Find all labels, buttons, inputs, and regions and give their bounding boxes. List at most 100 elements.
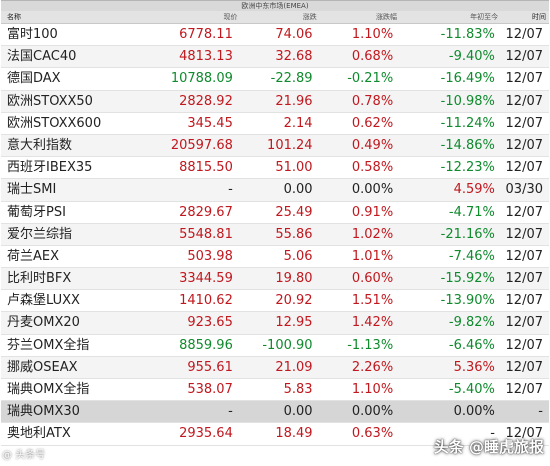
index-change-pct: 1.01%	[351, 248, 394, 264]
index-time: 12/07	[505, 160, 543, 176]
index-price: 923.65	[187, 315, 233, 331]
index-change-pct: 1.10%	[351, 382, 394, 397]
table-row[interactable]: 法国CAC40 4813.13 32.68 0.68% -9.40% 12/07	[1, 46, 549, 69]
index-change: 20.92	[275, 293, 313, 309]
index-change: 5.83	[283, 382, 313, 397]
table-row[interactable]: 芬兰OMX全指 8859.96 -100.90 -1.13% -6.46% 12/07	[1, 335, 549, 357]
table-body: 富时100 6778.11 74.06 1.10% -11.83% 12/07 法国CAC4…	[1, 24, 549, 446]
index-change: 74.06	[275, 27, 313, 42]
index-ytd: -13.90%	[440, 293, 495, 309]
index-time: 12/07	[505, 315, 543, 331]
table-row[interactable]: 奥地利ATX 2935.64 18.49 0.63% -12/07	[1, 423, 549, 446]
index-change-pct: 1.42%	[351, 315, 394, 331]
table-row[interactable]: 欧洲STOXX600 345.45 2.14 0.62% -11.24% 12/07	[1, 113, 549, 135]
index-ytd: -12.23%	[440, 160, 495, 176]
table-row[interactable]: 荷兰AEX 503.98 5.06 1.01% -7.46% 12/07	[1, 246, 549, 269]
index-name: 瑞典OMX30	[7, 404, 80, 420]
index-price: 8815.50	[179, 160, 233, 176]
index-name: 德国DAX	[7, 71, 61, 87]
index-time: 12/07	[505, 137, 543, 153]
index-change: 21.09	[275, 359, 313, 375]
index-time: 12/07	[505, 204, 543, 220]
index-change: 101.24	[267, 137, 313, 153]
index-price: 3344.59	[179, 271, 233, 287]
index-ytd: -11.83%	[440, 27, 495, 42]
header-price[interactable]: 现价	[223, 13, 238, 21]
index-name: 挪威OSEAX	[7, 359, 78, 375]
index-price: 503.98	[187, 248, 233, 264]
index-price: -	[228, 404, 233, 420]
index-name: 意大利指数	[7, 137, 73, 153]
index-change: 25.49	[275, 204, 313, 220]
index-ytd: -11.24%	[440, 115, 495, 131]
index-price: 2829.67	[179, 204, 233, 220]
table-row[interactable]: 丹麦OMX20 923.65 12.95 1.42% -9.82% 12/07	[1, 312, 549, 335]
header-change[interactable]: 涨跌	[302, 13, 317, 21]
index-time: 12/07	[505, 115, 543, 131]
index-name: 西班牙IBEX35	[7, 160, 93, 176]
watermark-right: 头条 @睡虎旅报	[433, 438, 544, 456]
index-name: 丹麦OMX20	[7, 315, 80, 331]
index-change-pct: 1.51%	[351, 293, 394, 309]
table-row[interactable]: 瑞典OMX30 - 0.00 0.00% 0.00% -	[1, 401, 549, 424]
index-time: 12/07	[505, 49, 543, 65]
index-ytd: -15.92%	[440, 271, 495, 287]
index-change-pct: 0.68%	[351, 49, 394, 65]
index-ytd: -16.49%	[440, 71, 495, 87]
table-row[interactable]: 意大利指数 20597.68 101.24 0.49% -14.86% 12/07	[1, 134, 549, 158]
index-name: 荷兰AEX	[7, 248, 60, 264]
table-row[interactable]: 欧洲STOXX50 2828.92 21.96 0.78% -10.98% 12/07	[1, 90, 549, 113]
index-change-pct: 0.78%	[351, 93, 394, 109]
index-change-pct: 0.00%	[351, 404, 394, 420]
watermark-left: @ 头条号	[2, 450, 46, 461]
index-time: 03/30	[505, 182, 543, 198]
index-ytd: -	[490, 426, 495, 442]
table-row[interactable]: 瑞士SMI - 0.00 0.00% 4.59% 03/30	[1, 179, 549, 202]
header-ytd[interactable]: 年初至今	[470, 13, 499, 21]
index-price: 538.07	[187, 382, 233, 397]
index-time: 12/07	[505, 382, 543, 397]
index-change: 0.00	[283, 182, 313, 198]
index-price: 20597.68	[170, 137, 233, 153]
table-row[interactable]: 爱尔兰综指 5548.81 55.86 1.02% -21.16% 12/07	[1, 223, 549, 246]
market-table: 欧洲中东市场(EMEA) 名称 现价 涨跌 涨跌幅 年初至今 时间 富时100 6…	[1, 0, 549, 446]
table-row[interactable]: 德国DAX 10788.09 -22.89 -0.21% -16.49% 12/07	[1, 68, 549, 91]
index-name: 奥地利ATX	[7, 426, 71, 442]
index-change-pct: 2.26%	[351, 359, 394, 375]
table-row[interactable]: 挪威OSEAX 955.61 21.09 2.26% 5.36% 12/07	[1, 356, 549, 379]
index-change: 2.14	[283, 115, 313, 131]
index-change: 12.95	[275, 315, 313, 331]
header-change-pct[interactable]: 涨跌幅	[376, 13, 397, 21]
index-time: 12/07	[505, 426, 543, 442]
index-change-pct: 1.02%	[351, 226, 394, 242]
index-time: 12/07	[505, 226, 543, 242]
index-ytd: -6.46%	[448, 337, 495, 353]
table-row[interactable]: 瑞典OMX全指 538.07 5.83 1.10% -5.40% 12/07	[1, 379, 549, 402]
table-row[interactable]: 比利时BFX 3344.59 19.80 0.60% -15.92% 12/07	[1, 268, 549, 291]
table-row[interactable]: 卢森堡LUXX 1410.62 20.92 1.51% -13.90% 12/07	[1, 290, 549, 313]
index-time: 12/07	[505, 359, 543, 375]
index-change: 18.49	[275, 426, 313, 442]
index-ytd: -7.46%	[448, 248, 495, 264]
index-time: 12/07	[505, 93, 543, 109]
index-change: 0.00	[283, 404, 313, 420]
index-ytd: -5.40%	[448, 382, 495, 397]
index-ytd: 4.59%	[453, 182, 495, 198]
index-ytd: -21.16%	[440, 226, 495, 242]
table-row[interactable]: 富时100 6778.11 74.06 1.10% -11.83% 12/07	[1, 24, 549, 47]
index-ytd: -4.71%	[448, 204, 495, 220]
index-change: 21.96	[275, 93, 313, 109]
header-name[interactable]: 名称	[7, 13, 21, 21]
index-change: 32.68	[275, 49, 313, 65]
index-change-pct: -0.21%	[347, 71, 394, 87]
index-time: 12/07	[505, 27, 543, 42]
index-ytd: -9.40%	[448, 49, 495, 65]
index-price: 345.45	[187, 115, 233, 131]
index-price: 2828.92	[179, 93, 233, 109]
table-row[interactable]: 葡萄牙PSI 2829.67 25.49 0.91% -4.71% 12/07	[1, 202, 549, 224]
table-row[interactable]: 西班牙IBEX35 8815.50 51.00 0.58% -12.23% 12/07	[1, 157, 549, 180]
index-change: 51.00	[275, 160, 313, 176]
index-name: 瑞士SMI	[7, 182, 57, 198]
index-price: 5548.81	[179, 226, 233, 242]
header-time[interactable]: 时间	[532, 13, 546, 21]
